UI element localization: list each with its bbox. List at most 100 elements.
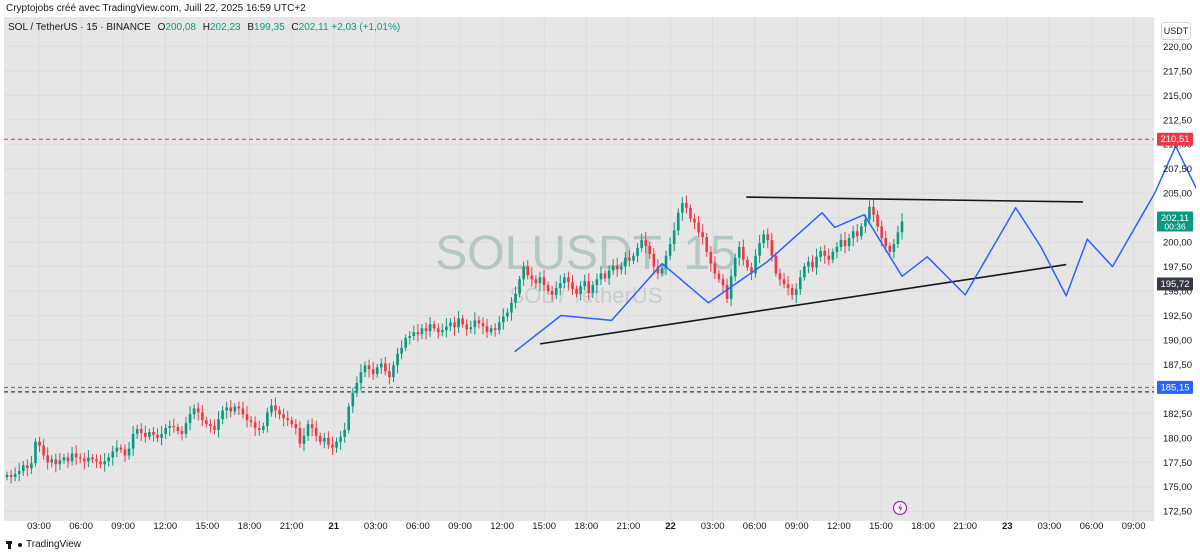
candle-body	[270, 405, 273, 413]
price-tick-label: 195,00	[1163, 287, 1192, 298]
high-label: H	[202, 22, 210, 33]
price-tick-label: 215,00	[1163, 91, 1192, 102]
price-tick-label: 212,50	[1163, 115, 1192, 126]
candle-body	[237, 406, 241, 409]
candle-body	[144, 432, 147, 437]
close-value: 202,11	[298, 22, 329, 33]
candle-body	[624, 257, 627, 267]
candle-body	[148, 431, 151, 437]
event-marker-icon	[892, 500, 908, 516]
candle-body	[453, 322, 456, 328]
candle-body	[607, 270, 611, 279]
candle-body	[298, 428, 302, 444]
open-value: 200,08	[165, 22, 196, 33]
candle-body	[563, 277, 566, 284]
candle-body	[192, 408, 196, 415]
candle-body	[502, 316, 505, 323]
candle-body	[599, 273, 603, 280]
price-tick-label: 207,50	[1163, 164, 1192, 175]
candle-body	[497, 322, 501, 331]
candle-body	[294, 424, 298, 429]
candle-body	[872, 206, 875, 215]
candle-body	[522, 266, 525, 280]
price-label-text: 210,51	[1160, 134, 1189, 145]
price-chart-svg[interactable]: SOLUSDT, 15 SOL / TetherUS 172,50 175,00 177…	[4, 17, 1200, 537]
price-tick-label: 205,00	[1163, 189, 1192, 200]
candle-body	[432, 324, 436, 329]
time-tick-label: 22	[665, 521, 676, 532]
candle-body	[546, 285, 550, 292]
symbol-title[interactable]: SOL / TetherUS · 15 · BINANCE	[8, 22, 151, 33]
candle-body	[888, 246, 892, 252]
candle-body	[705, 237, 709, 252]
candle-body	[445, 326, 448, 331]
candle-body	[58, 460, 62, 465]
candle-body	[343, 429, 346, 437]
time-tick-label: 18:00	[574, 521, 598, 532]
candle-body	[339, 436, 342, 442]
candle-body	[42, 445, 45, 456]
candle-body	[815, 256, 818, 268]
candle-body	[794, 289, 798, 295]
candle-body	[188, 414, 192, 424]
candle-body	[115, 447, 119, 452]
price-label-countdown: 00:36	[1164, 221, 1186, 231]
candle-body	[103, 461, 106, 465]
candle-body	[107, 457, 111, 462]
candle-body	[168, 426, 172, 429]
candle-body	[766, 234, 770, 241]
candle-body	[896, 232, 900, 245]
candle-body	[615, 265, 619, 270]
candle-body	[99, 461, 102, 465]
time-tick-label: 12:00	[827, 521, 851, 532]
candle-body	[314, 428, 318, 436]
time-tick-label: 23	[1002, 521, 1013, 532]
candle-body	[363, 365, 367, 373]
candle-body	[371, 369, 375, 375]
candle-body	[384, 363, 387, 372]
time-tick-label: 09:00	[448, 521, 472, 532]
price-tick-label: 175,00	[1163, 482, 1192, 493]
close-label: C	[291, 22, 299, 33]
candle-body	[50, 459, 54, 463]
candle-body	[213, 426, 216, 430]
candle-body	[876, 214, 879, 227]
tradingview-footer: TradingView	[6, 539, 81, 550]
candle-body	[428, 324, 432, 332]
candle-body	[221, 410, 224, 420]
candles	[5, 195, 904, 484]
candle-body	[538, 277, 542, 284]
candle-body	[733, 257, 737, 277]
candle-body	[404, 337, 407, 348]
price-label-badge	[1157, 132, 1193, 146]
time-tick-label: 09:00	[111, 521, 135, 532]
candle-body	[200, 412, 204, 421]
candle-body	[534, 279, 538, 284]
candle-body	[628, 257, 631, 261]
candle-body	[229, 407, 233, 412]
time-tick-label: 21:00	[617, 521, 641, 532]
candle-body	[758, 243, 761, 256]
candle-body	[571, 282, 574, 290]
time-tick-label: 15:00	[196, 521, 220, 532]
price-tick-label: 217,50	[1163, 66, 1192, 77]
currency-unit-button[interactable]: USDT	[1161, 22, 1191, 40]
candle-body	[762, 234, 765, 244]
candle-body	[827, 255, 831, 260]
candle-body	[717, 273, 721, 280]
high-value: 202,23	[210, 22, 241, 33]
candle-body	[127, 448, 131, 456]
candle-body	[400, 347, 403, 354]
chart-area[interactable]: SOLUSDT, 15 SOL / TetherUS 172,50 175,00 177…	[4, 17, 1200, 537]
time-tick-label: 18:00	[911, 521, 935, 532]
price-tick-label: 187,50	[1163, 360, 1192, 371]
candle-body	[819, 250, 822, 257]
candle-body	[652, 253, 656, 267]
price-label-text: 185,15	[1160, 382, 1189, 393]
candle-body	[750, 267, 753, 274]
candle-body	[591, 285, 595, 293]
candle-body	[843, 240, 847, 247]
candle-body	[282, 414, 285, 419]
candle-body	[123, 449, 127, 456]
candle-body	[811, 261, 814, 268]
